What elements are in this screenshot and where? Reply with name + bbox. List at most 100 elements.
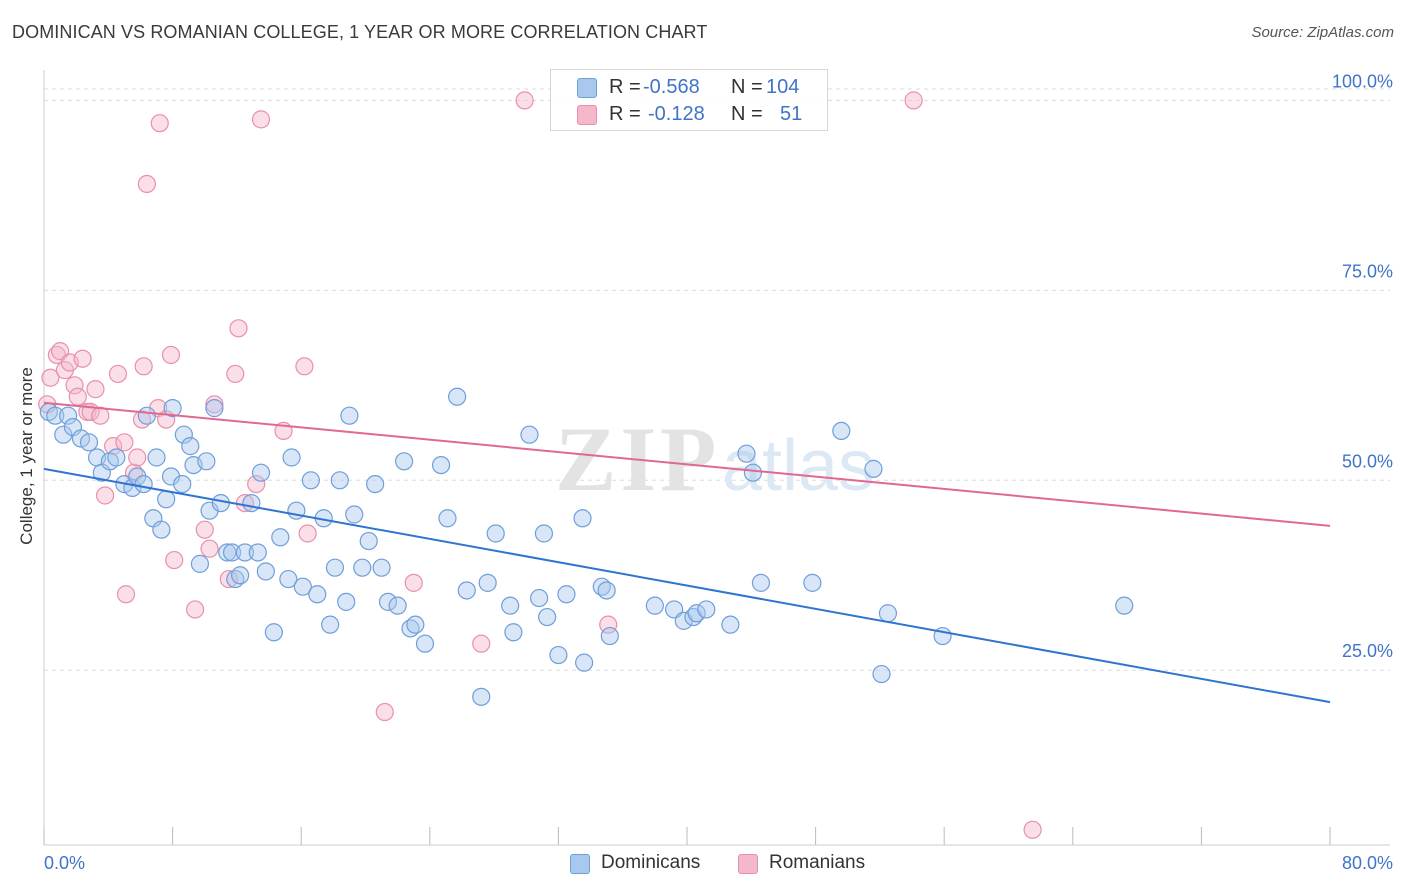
dominicans-point <box>211 493 230 513</box>
dominicans-point <box>293 577 312 596</box>
dominicans-point <box>501 596 520 615</box>
dominicans-point <box>743 463 763 482</box>
dominicans-point <box>218 543 237 562</box>
n-label: N = <box>731 76 763 98</box>
dominicans-point <box>222 543 242 562</box>
dominicans-point <box>751 573 771 592</box>
dominicans-point <box>271 528 290 547</box>
dominicans-point <box>264 623 283 642</box>
romanians-point <box>205 395 224 414</box>
dominicans-point <box>737 444 756 463</box>
dominicans-point <box>321 615 340 634</box>
romanians-point <box>904 91 923 110</box>
n-value: 51 <box>780 103 803 125</box>
dominicans-point <box>530 588 549 608</box>
dominicans-point <box>872 664 891 684</box>
dominicans-point <box>152 520 171 539</box>
axes <box>43 70 1390 846</box>
romanians-point <box>150 114 169 133</box>
dominicans-point <box>181 437 200 456</box>
dominicans-point <box>197 452 216 471</box>
dominicans-point <box>645 596 664 615</box>
romanians-point <box>108 364 128 384</box>
romanians-point <box>116 585 136 604</box>
dominicans-point <box>205 399 224 418</box>
dominicans-point <box>597 581 616 600</box>
dominicans-point <box>337 592 356 611</box>
dominicans-point <box>308 585 327 604</box>
y-axis-title: College, 1 year or more <box>17 367 36 545</box>
romanians-point <box>137 174 156 194</box>
dominicans-point <box>575 653 594 672</box>
dominicans-point <box>534 524 554 543</box>
romanians-point <box>104 437 123 456</box>
dominicans-point <box>359 531 378 551</box>
dominicans-point <box>697 600 716 619</box>
romanians-point <box>128 448 147 467</box>
tick-labels: 25.0% 50.0% 75.0% 100.0% 0.0% 80.0% <box>44 71 1393 873</box>
dominicans-point <box>107 448 126 467</box>
dominicans-point <box>687 604 706 623</box>
dominicans-point <box>157 490 176 509</box>
romanians-point <box>161 345 181 365</box>
romanians-point <box>73 349 92 368</box>
dominicans-point <box>366 474 385 494</box>
dominicans-point <box>600 626 619 646</box>
romanians-point <box>229 319 248 338</box>
trend-lines <box>43 401 1331 704</box>
romanians-trend-line <box>43 401 1331 527</box>
romanians-point <box>1023 820 1042 839</box>
dominicans-legend-label: Dominicans <box>601 852 701 873</box>
dominicans-point <box>282 448 301 467</box>
dominicans-point <box>248 543 267 562</box>
r-label: R = <box>609 76 641 98</box>
romanians-point <box>404 573 423 592</box>
dominicans-point <box>378 592 398 611</box>
dominicans-point <box>457 581 476 600</box>
romanians-point <box>195 520 214 539</box>
series-legend: Dominicans Romanians <box>0 850 1406 878</box>
dominicans-point <box>721 615 740 634</box>
dominicans-point <box>415 634 435 653</box>
dominicans-point <box>372 558 391 577</box>
dominicans-point <box>549 645 568 665</box>
romanians-swatch <box>577 105 597 125</box>
romanians-point <box>41 368 60 387</box>
dominicans-point <box>59 406 78 425</box>
dominicans-point <box>279 569 298 589</box>
dominicans-point <box>345 505 364 524</box>
dominicans-point <box>478 573 497 592</box>
dominicans-point <box>79 433 99 452</box>
dominicans-point <box>163 399 182 418</box>
dominicans-point <box>472 687 491 706</box>
dominicans-point <box>1115 596 1134 615</box>
dominicans-point <box>325 558 345 577</box>
n-value: 104 <box>766 76 800 98</box>
x-tick-label: 80.0% <box>1342 853 1393 873</box>
romanians-point <box>298 524 317 543</box>
dominicans-point <box>394 452 414 471</box>
dominicans-point <box>134 474 153 494</box>
r-value: -0.568 <box>643 76 700 98</box>
n-label: N = <box>731 103 763 125</box>
romanians-point <box>134 357 153 376</box>
r-label: R = <box>609 103 641 125</box>
dominicans-point <box>256 562 275 581</box>
chart-title: DOMINICAN VS ROMANIAN COLLEGE, 1 YEAR OR… <box>12 22 708 42</box>
dominicans-point <box>190 554 210 573</box>
r-value: -0.128 <box>648 103 705 125</box>
romanians-point <box>86 380 105 399</box>
watermark-atlas: atlas <box>722 426 874 506</box>
dominicans-point <box>174 425 193 444</box>
dominicans-point <box>137 406 156 425</box>
correlation-legend: R = -0.568 N = 104 R = -0.128 N = 51 <box>550 69 828 131</box>
dominicans-point <box>147 448 166 467</box>
romanians-point <box>472 634 491 653</box>
dominicans-point <box>251 463 271 482</box>
romanians-point <box>515 91 534 110</box>
dominicans-point <box>301 471 320 490</box>
romanians-legend-label: Romanians <box>769 852 866 873</box>
source-label: Source: ZipAtlas.com <box>1251 24 1394 41</box>
romanians-point <box>375 702 394 722</box>
